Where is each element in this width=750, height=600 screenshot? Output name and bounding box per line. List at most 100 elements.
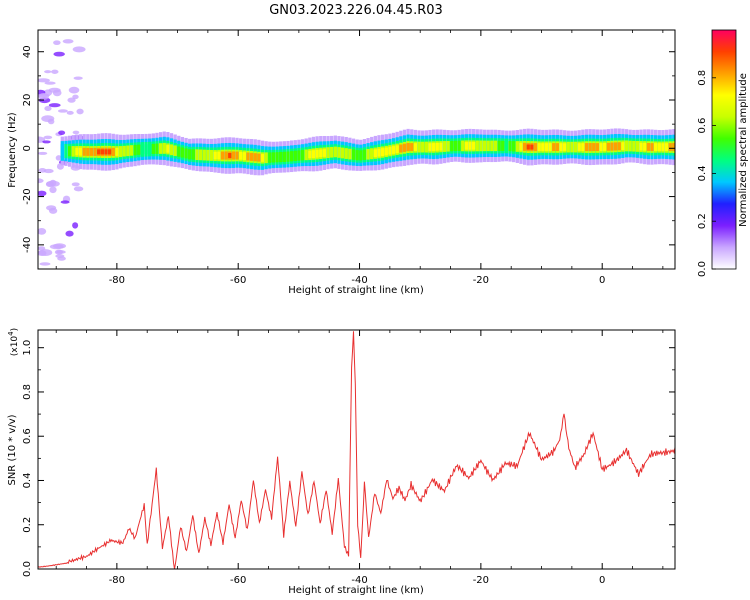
spectral-cell <box>544 143 549 151</box>
colorbar-gradient <box>712 30 736 269</box>
spectral-cell <box>260 154 265 162</box>
spectrogram-plot: -80 -60 -40 -20 0 -40 -20 0 20 40 Height of strai… <box>7 29 676 296</box>
spectral-cell <box>621 142 625 150</box>
colorbar: 0.0 0.2 0.4 0.6 0.8 Normalized spectral ampl… <box>697 29 749 277</box>
y-tick-label: 0.0 <box>22 561 33 577</box>
noise-blob <box>38 78 50 83</box>
spectral-cell <box>417 143 421 151</box>
spectral-cell <box>326 147 330 159</box>
spectral-cell <box>107 149 112 155</box>
noise-blob <box>60 200 70 204</box>
spectral-cell <box>388 146 392 155</box>
noise-blob <box>46 205 57 211</box>
spectral-cell <box>311 150 316 158</box>
spectral-cell <box>391 146 396 154</box>
noise-blob <box>68 86 80 94</box>
spectral-cell <box>224 153 228 159</box>
y-tick-label: -40 <box>22 237 33 253</box>
spectral-cell <box>370 149 374 158</box>
noise-blob <box>67 97 76 103</box>
spectral-cell <box>468 142 472 150</box>
spectral-cell <box>366 148 370 160</box>
spectral-cell <box>78 147 83 156</box>
noise-blob <box>38 228 47 235</box>
spectral-cell <box>457 140 461 152</box>
spectral-cell <box>239 151 243 160</box>
x-tick-label: -20 <box>473 275 489 286</box>
spectral-cell <box>442 141 447 152</box>
spectral-cell <box>617 142 621 151</box>
spectral-cell <box>271 152 276 163</box>
spectral-cell <box>75 147 79 156</box>
spectral-cell <box>355 150 359 161</box>
noise-blob <box>38 190 47 197</box>
noise-blob <box>62 39 74 44</box>
spectral-cell <box>217 151 221 160</box>
noise-blob <box>56 250 66 254</box>
spectrogram-frame <box>37 29 676 270</box>
x-tick-label: -40 <box>351 275 367 286</box>
spectral-cell <box>592 143 596 152</box>
x-tick-label: -60 <box>230 275 246 286</box>
spectral-cell <box>173 145 177 156</box>
spectral-cell <box>643 142 647 151</box>
spectral-cell <box>530 144 534 150</box>
spectral-cell <box>97 149 101 155</box>
spectral-cell <box>228 153 232 159</box>
chart-title: GN03.2023.226.04.45.R03 <box>269 3 443 18</box>
spectral-cell <box>60 144 64 158</box>
spectral-cell <box>67 146 72 157</box>
noise-blob <box>72 46 86 53</box>
snr-frame <box>37 329 676 570</box>
spectral-cell <box>464 142 469 150</box>
spectral-cell <box>86 147 90 156</box>
spectral-cell <box>439 142 443 151</box>
snr-series-line <box>38 331 675 569</box>
spectral-cell <box>235 151 239 160</box>
spectral-cell <box>359 150 363 161</box>
spectral-cell <box>319 149 323 158</box>
spectral-cell <box>275 152 279 163</box>
spectral-cell <box>450 140 454 152</box>
spectral-cell <box>453 140 458 152</box>
x-tick-label: -60 <box>230 575 246 586</box>
spectral-cell <box>413 143 418 151</box>
noise-blob <box>53 40 61 46</box>
spectral-cell <box>330 146 334 158</box>
noise-blob <box>38 151 48 155</box>
spectral-cell <box>424 143 428 151</box>
spectral-cell <box>428 143 432 151</box>
spectral-cell <box>158 143 163 154</box>
y-tick-label: 1.0 <box>22 340 33 356</box>
noise-blob <box>49 244 64 250</box>
spectral-cell <box>148 144 152 155</box>
spectral-cell <box>286 151 290 162</box>
spectral-cell <box>504 140 509 151</box>
spectral-cell <box>304 149 308 161</box>
x-tick-label: -80 <box>109 275 125 286</box>
y-tick-label: 0.4 <box>22 473 33 489</box>
noise-blob <box>38 178 44 184</box>
spectral-cell <box>431 143 436 151</box>
spectral-cell <box>446 141 450 152</box>
spectral-cell <box>100 149 105 155</box>
spectral-cell <box>515 141 519 152</box>
colorbar-tick-label: 0.4 <box>697 165 708 181</box>
spectral-cell <box>624 142 629 150</box>
spectral-cell <box>606 142 610 151</box>
spectral-cell <box>628 140 632 152</box>
spectral-cell <box>351 149 356 160</box>
spectral-cell <box>71 146 75 157</box>
spectral-cell <box>137 144 141 155</box>
spectral-cell <box>246 152 250 161</box>
noise-blob <box>44 105 52 112</box>
x-tick-label: 0 <box>599 275 605 286</box>
spectral-cell <box>490 140 494 152</box>
spectral-cell <box>337 147 341 158</box>
spectral-cell <box>541 143 545 151</box>
spectral-cell <box>253 153 257 162</box>
spectral-cell <box>566 141 570 153</box>
spectral-cell <box>613 142 618 151</box>
noise-blob <box>49 186 57 194</box>
spectral-cell <box>198 149 203 161</box>
